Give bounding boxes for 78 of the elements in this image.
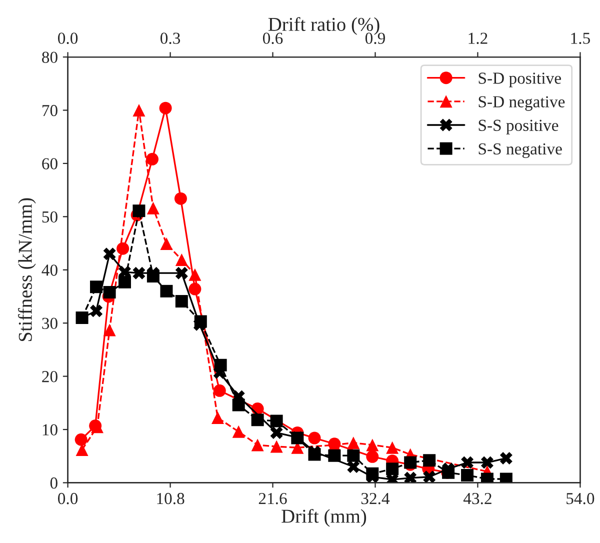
legend-label: S-D positive	[478, 72, 561, 88]
point	[347, 460, 360, 474]
point	[160, 284, 173, 298]
y-tick-label: 20	[42, 371, 58, 382]
x2-tick-label: 0.6	[262, 32, 283, 44]
y-tick-label: 10	[42, 424, 58, 436]
point	[211, 412, 224, 424]
legend-label: S-S positive	[478, 120, 558, 134]
point	[103, 248, 116, 260]
x-tick-label: 54.0	[566, 492, 594, 504]
y-tick-label: 70	[42, 104, 58, 116]
point	[160, 238, 173, 250]
point	[76, 312, 88, 324]
point	[175, 254, 188, 266]
y-axis-title: Stiffness (kN/mm)	[18, 198, 36, 342]
legend-label: S-S negative	[478, 143, 562, 158]
legend-label: S-D negative	[478, 96, 565, 111]
point	[386, 441, 399, 454]
point	[232, 398, 245, 412]
y-tick-label: 30	[42, 318, 58, 330]
point	[90, 280, 103, 294]
point	[132, 204, 146, 218]
x-tick-label: 32.4	[361, 492, 390, 504]
point	[146, 152, 158, 166]
point	[500, 452, 512, 464]
point	[232, 425, 245, 438]
y-tick-label: 80	[42, 52, 58, 63]
point	[423, 454, 436, 467]
point	[251, 438, 264, 452]
point	[480, 456, 494, 469]
x-tick-label: 0.0	[58, 492, 78, 504]
point	[270, 414, 283, 428]
x2-tick-label: 1.2	[468, 32, 488, 44]
point	[132, 266, 146, 280]
point	[366, 467, 379, 480]
point	[146, 270, 160, 283]
point	[366, 438, 379, 452]
point	[308, 432, 321, 444]
x-tick-label: 43.2	[463, 492, 492, 504]
point	[347, 436, 360, 450]
point	[461, 456, 474, 469]
point	[90, 304, 103, 318]
point	[214, 358, 227, 372]
x-axis-title: Drift (mm)	[282, 508, 366, 527]
point	[118, 276, 131, 288]
point	[461, 469, 474, 482]
point	[347, 449, 360, 462]
point	[270, 426, 283, 439]
point	[213, 384, 226, 397]
x2-tick-label: 1.5	[571, 32, 590, 44]
x-tick-label: 21.6	[258, 492, 287, 504]
point	[132, 104, 146, 116]
point	[270, 440, 283, 453]
point	[175, 266, 188, 280]
point	[366, 450, 379, 463]
point	[404, 472, 417, 483]
point	[159, 102, 172, 114]
point	[423, 470, 436, 483]
x2-tick-label: 0.0	[58, 32, 78, 44]
point	[74, 433, 88, 446]
y-tick-label: 60	[42, 158, 58, 170]
point	[174, 192, 187, 205]
point	[146, 202, 160, 214]
point	[386, 462, 399, 476]
point	[103, 286, 116, 298]
point	[103, 324, 116, 336]
y-tick-label: 0	[50, 477, 58, 489]
x2-tick-label: 0.9	[365, 32, 385, 44]
y-tick-label: 40	[42, 264, 58, 276]
point	[194, 315, 207, 328]
x-tick-label: 10.8	[157, 492, 184, 504]
point	[175, 295, 188, 308]
point	[251, 414, 264, 426]
x2-tick-label: 0.3	[160, 32, 180, 44]
point	[308, 448, 321, 461]
point	[188, 268, 202, 281]
point	[328, 449, 341, 462]
y-tick-label: 50	[42, 211, 58, 223]
